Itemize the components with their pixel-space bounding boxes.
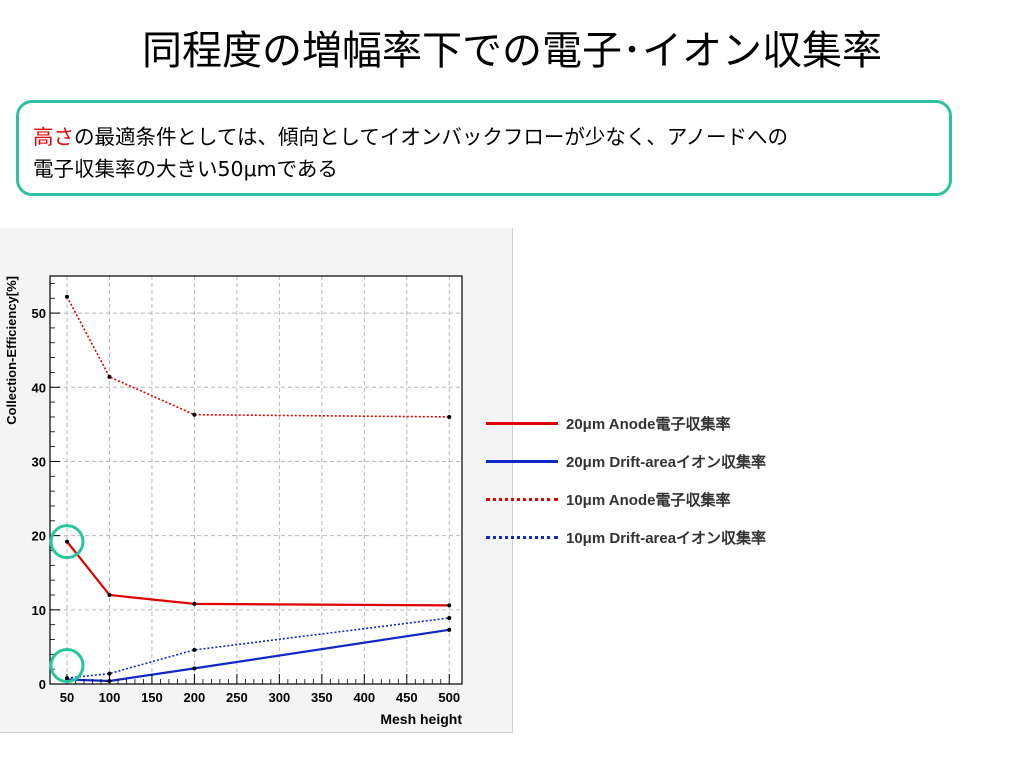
legend-swatch bbox=[486, 459, 558, 463]
data-point bbox=[447, 627, 452, 632]
x-tick-label: 300 bbox=[269, 690, 291, 705]
y-axis-label: Collection-Efficiency[%] bbox=[4, 276, 19, 425]
legend-item: 10μm Anode電子収集率 bbox=[486, 480, 906, 518]
legend-swatch bbox=[486, 535, 558, 539]
legend-label: 20μm Anode電子収集率 bbox=[566, 415, 731, 433]
series-line-4 bbox=[66, 617, 450, 679]
data-point bbox=[447, 414, 452, 419]
legend-item: 20μm Drift-areaイオン収集率 bbox=[486, 442, 906, 480]
x-axis-label: Mesh height bbox=[380, 711, 462, 727]
x-tick-label: 50 bbox=[60, 690, 74, 705]
note-line-1: 高さの最適条件としては、傾向としてイオンバックフローが少なく、アノードへの bbox=[33, 121, 937, 153]
y-tick-label: 20 bbox=[32, 529, 46, 544]
data-point bbox=[192, 647, 197, 652]
x-tick-label: 150 bbox=[141, 690, 163, 705]
data-point bbox=[107, 374, 112, 379]
legend-swatch bbox=[486, 497, 558, 501]
plot-border bbox=[49, 275, 463, 685]
x-tick-label: 400 bbox=[353, 690, 375, 705]
grid-layer bbox=[50, 276, 462, 684]
legend-label: 10μm Drift-areaイオン収集率 bbox=[566, 529, 767, 547]
legend: 20μm Anode電子収集率 20μm Drift-areaイオン収集率 10μm… bbox=[486, 404, 906, 556]
note-box: 高さの最適条件としては、傾向としてイオンバックフローが少なく、アノードへの 電子… bbox=[16, 100, 952, 196]
x-tick-label: 100 bbox=[99, 690, 121, 705]
data-point bbox=[107, 671, 112, 676]
y-tick-label: 50 bbox=[32, 306, 46, 321]
legend-swatch bbox=[486, 421, 558, 425]
y-tick-label: 0 bbox=[39, 677, 46, 692]
highlight-layer bbox=[49, 524, 85, 683]
x-tick-label: 200 bbox=[184, 690, 206, 705]
highlight-circle-2 bbox=[49, 647, 85, 683]
highlight-circle-1 bbox=[49, 524, 85, 560]
x-tick-label: 250 bbox=[226, 690, 248, 705]
data-point bbox=[447, 615, 452, 620]
data-point bbox=[64, 294, 69, 299]
data-point bbox=[64, 539, 69, 544]
x-tick-label: 500 bbox=[438, 690, 460, 705]
collection-efficiency-chart: 50 100 150 200 250 300 350 400 450 500 0 10 20 30 40 50… bbox=[4, 275, 463, 727]
y-tick-label: 30 bbox=[32, 454, 46, 469]
plot-area bbox=[50, 276, 462, 684]
y-tick-label: 40 bbox=[32, 380, 46, 395]
data-point bbox=[192, 412, 197, 417]
legend-label: 20μm Drift-areaイオン収集率 bbox=[566, 453, 767, 471]
data-point bbox=[192, 601, 197, 606]
data-point bbox=[192, 666, 197, 671]
axis-layer: 50 100 150 200 250 300 350 400 450 500 0 10 20 30 40 50… bbox=[4, 275, 463, 727]
legend-label: 10μm Anode電子収集率 bbox=[566, 491, 731, 509]
legend-item: 20μm Anode電子収集率 bbox=[486, 404, 906, 442]
slide-title: 同程度の増幅率下での電子･イオン収集率 bbox=[142, 28, 882, 74]
note-line-1-text: の最適条件としては、傾向としてイオンバックフローが少なく、アノードへの bbox=[74, 125, 789, 149]
x-tick-label: 350 bbox=[311, 690, 333, 705]
note-line-2: 電子収集率の大きい50μmである bbox=[33, 157, 338, 181]
x-tick-label: 450 bbox=[396, 690, 418, 705]
note-highlight: 高さ bbox=[33, 125, 74, 149]
data-point bbox=[447, 603, 452, 608]
series-line-3 bbox=[66, 296, 450, 418]
legend-item: 10μm Drift-areaイオン収集率 bbox=[486, 518, 906, 556]
y-tick-label: 10 bbox=[32, 603, 46, 618]
series-line-1 bbox=[66, 540, 450, 607]
data-point bbox=[107, 592, 112, 597]
